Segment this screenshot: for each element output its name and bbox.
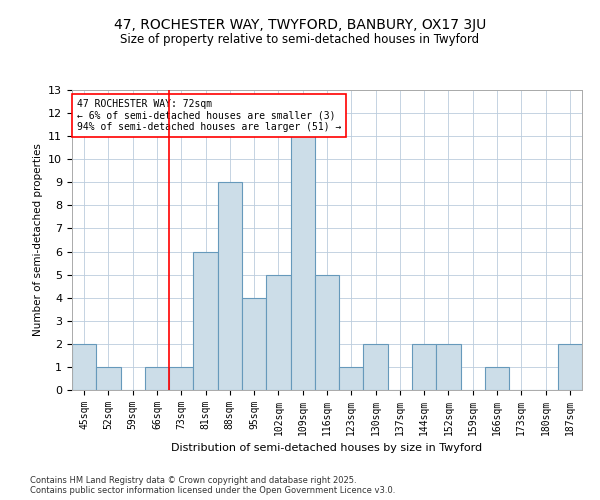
Bar: [96, 367, 121, 390]
Text: 47, ROCHESTER WAY, TWYFORD, BANBURY, OX17 3JU: 47, ROCHESTER WAY, TWYFORD, BANBURY, OX1…: [114, 18, 486, 32]
Bar: [266, 274, 290, 390]
Text: 47 ROCHESTER WAY: 72sqm
← 6% of semi-detached houses are smaller (3)
94% of semi: 47 ROCHESTER WAY: 72sqm ← 6% of semi-det…: [77, 99, 341, 132]
Bar: [218, 182, 242, 390]
X-axis label: Distribution of semi-detached houses by size in Twyford: Distribution of semi-detached houses by …: [172, 444, 482, 454]
Bar: [558, 344, 582, 390]
Bar: [145, 367, 169, 390]
Bar: [315, 274, 339, 390]
Text: Contains HM Land Registry data © Crown copyright and database right 2025.
Contai: Contains HM Land Registry data © Crown c…: [30, 476, 395, 495]
Bar: [412, 344, 436, 390]
Bar: [290, 136, 315, 390]
Text: Size of property relative to semi-detached houses in Twyford: Size of property relative to semi-detach…: [121, 32, 479, 46]
Y-axis label: Number of semi-detached properties: Number of semi-detached properties: [32, 144, 43, 336]
Bar: [242, 298, 266, 390]
Bar: [72, 344, 96, 390]
Bar: [436, 344, 461, 390]
Bar: [169, 367, 193, 390]
Bar: [485, 367, 509, 390]
Bar: [364, 344, 388, 390]
Bar: [339, 367, 364, 390]
Bar: [193, 252, 218, 390]
